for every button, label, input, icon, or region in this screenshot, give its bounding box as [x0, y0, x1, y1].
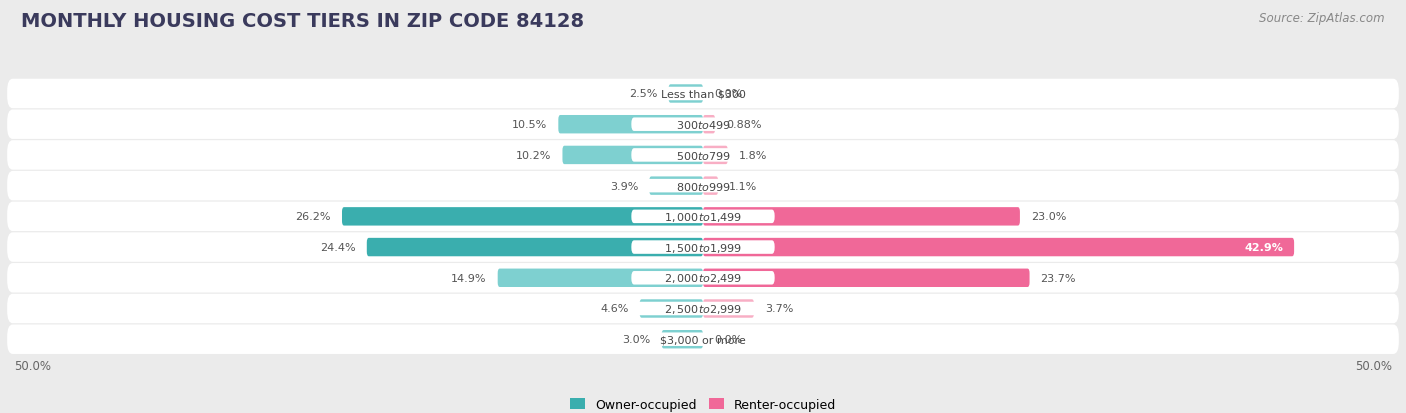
FancyBboxPatch shape: [631, 210, 775, 223]
FancyBboxPatch shape: [631, 179, 775, 193]
FancyBboxPatch shape: [631, 118, 775, 132]
Text: 1.1%: 1.1%: [730, 181, 758, 191]
Text: $2,500 to $2,999: $2,500 to $2,999: [664, 302, 742, 315]
Text: 10.2%: 10.2%: [516, 151, 551, 161]
Text: 14.9%: 14.9%: [451, 273, 486, 283]
Text: 4.6%: 4.6%: [600, 304, 628, 314]
Text: 23.0%: 23.0%: [1031, 212, 1066, 222]
Text: 23.7%: 23.7%: [1040, 273, 1076, 283]
Text: $2,000 to $2,499: $2,000 to $2,499: [664, 272, 742, 285]
Text: 3.7%: 3.7%: [765, 304, 793, 314]
FancyBboxPatch shape: [703, 299, 754, 318]
Text: $300 to $499: $300 to $499: [675, 119, 731, 131]
Text: 0.0%: 0.0%: [714, 89, 742, 99]
Text: 24.4%: 24.4%: [321, 242, 356, 252]
FancyBboxPatch shape: [703, 116, 716, 134]
FancyBboxPatch shape: [631, 302, 775, 316]
Text: 0.88%: 0.88%: [725, 120, 762, 130]
FancyBboxPatch shape: [703, 177, 718, 195]
FancyBboxPatch shape: [367, 238, 703, 256]
FancyBboxPatch shape: [498, 269, 703, 287]
FancyBboxPatch shape: [7, 202, 1399, 232]
FancyBboxPatch shape: [703, 238, 1294, 256]
FancyBboxPatch shape: [631, 332, 775, 346]
FancyBboxPatch shape: [662, 330, 703, 349]
Text: MONTHLY HOUSING COST TIERS IN ZIP CODE 84128: MONTHLY HOUSING COST TIERS IN ZIP CODE 8…: [21, 12, 585, 31]
Text: $3,000 or more: $3,000 or more: [661, 335, 745, 344]
FancyBboxPatch shape: [7, 294, 1399, 323]
FancyBboxPatch shape: [7, 325, 1399, 354]
FancyBboxPatch shape: [558, 116, 703, 134]
FancyBboxPatch shape: [342, 208, 703, 226]
Text: $1,500 to $1,999: $1,500 to $1,999: [664, 241, 742, 254]
FancyBboxPatch shape: [703, 269, 1029, 287]
Legend: Owner-occupied, Renter-occupied: Owner-occupied, Renter-occupied: [565, 393, 841, 413]
FancyBboxPatch shape: [631, 88, 775, 101]
FancyBboxPatch shape: [7, 263, 1399, 293]
Text: 50.0%: 50.0%: [1355, 359, 1392, 372]
FancyBboxPatch shape: [7, 80, 1399, 109]
Text: $800 to $999: $800 to $999: [675, 180, 731, 192]
FancyBboxPatch shape: [7, 233, 1399, 262]
FancyBboxPatch shape: [7, 171, 1399, 201]
Text: 26.2%: 26.2%: [295, 212, 330, 222]
FancyBboxPatch shape: [650, 177, 703, 195]
Text: $1,000 to $1,499: $1,000 to $1,499: [664, 210, 742, 223]
FancyBboxPatch shape: [631, 271, 775, 285]
FancyBboxPatch shape: [562, 146, 703, 165]
FancyBboxPatch shape: [7, 141, 1399, 170]
Text: Less than $300: Less than $300: [661, 89, 745, 99]
Text: 2.5%: 2.5%: [628, 89, 658, 99]
Text: 3.0%: 3.0%: [623, 335, 651, 344]
Text: 0.0%: 0.0%: [714, 335, 742, 344]
FancyBboxPatch shape: [631, 149, 775, 162]
Text: 42.9%: 42.9%: [1244, 242, 1284, 252]
Text: 3.9%: 3.9%: [610, 181, 638, 191]
Text: Source: ZipAtlas.com: Source: ZipAtlas.com: [1260, 12, 1385, 25]
Text: 50.0%: 50.0%: [14, 359, 51, 372]
FancyBboxPatch shape: [631, 241, 775, 254]
FancyBboxPatch shape: [640, 299, 703, 318]
FancyBboxPatch shape: [703, 208, 1019, 226]
Text: $500 to $799: $500 to $799: [675, 150, 731, 161]
Text: 10.5%: 10.5%: [512, 120, 547, 130]
Text: 1.8%: 1.8%: [738, 151, 768, 161]
FancyBboxPatch shape: [7, 110, 1399, 140]
FancyBboxPatch shape: [703, 146, 728, 165]
FancyBboxPatch shape: [669, 85, 703, 103]
